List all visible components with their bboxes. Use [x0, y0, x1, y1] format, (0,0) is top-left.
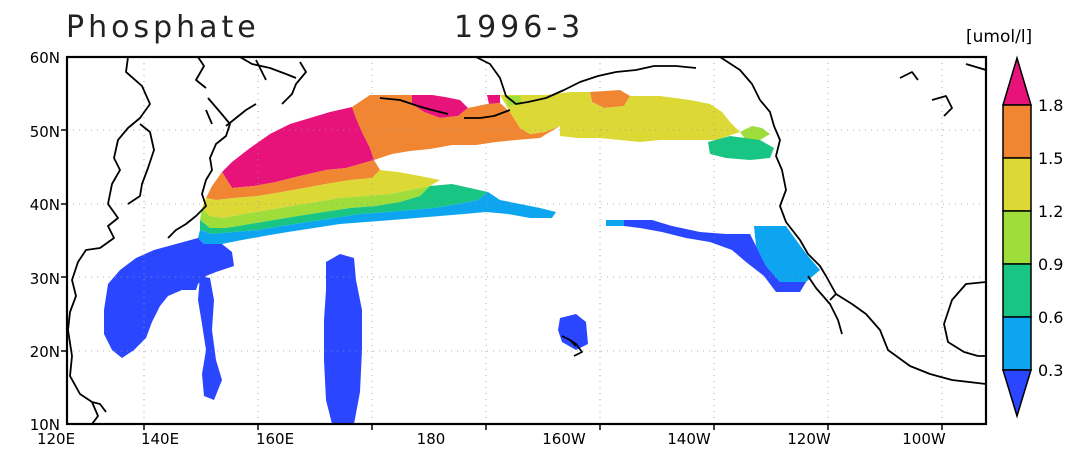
latitude-axis: 60N 50N 40N 30N 20N 10N — [30, 49, 60, 434]
colorbar-swatch — [1002, 263, 1032, 318]
phosphate-region-03-06 — [754, 226, 820, 282]
lon-tick-label: 180 — [417, 430, 446, 448]
lat-tick-label: 10N — [30, 416, 60, 434]
phosphate-region-low — [558, 314, 588, 350]
colorbar-label: 1.8 — [1038, 96, 1063, 115]
colorbar-swatch — [1001, 55, 1033, 106]
phosphate-region-high — [222, 107, 374, 188]
map-frame — [65, 55, 988, 426]
map-title-variable: Phosphate — [66, 10, 260, 45]
phosphate-region-03-06 — [198, 192, 556, 244]
colorbar-label: 1.5 — [1038, 149, 1063, 168]
lon-tick-label: 120E — [37, 430, 75, 448]
lon-tick-label: 120W — [787, 430, 831, 448]
phosphate-region-high — [412, 95, 468, 118]
colorbar-label: 0.3 — [1038, 361, 1063, 380]
coastlines — [67, 57, 986, 424]
phosphate-region-low — [324, 254, 362, 424]
colorbar: 1.8 1.5 1.2 0.9 0.6 0.3 — [1001, 55, 1063, 419]
colorbar-swatch — [1002, 316, 1032, 371]
lat-tick-label: 20N — [30, 343, 60, 361]
phosphate-region-09-12 — [200, 186, 430, 228]
phosphate-region-12-15 — [500, 92, 740, 142]
longitude-axis: 120E 140E 160E 180 160W 140W 120W 100W — [37, 430, 946, 448]
colorbar-label: 0.9 — [1038, 255, 1063, 274]
phosphate-region-06-09 — [200, 184, 488, 234]
phosphate-region-low — [104, 238, 234, 358]
colorbar-labels: 1.8 1.5 1.2 0.9 0.6 0.3 — [1038, 96, 1063, 380]
lon-tick-label: 160W — [542, 430, 586, 448]
lon-tick-label: 140W — [667, 430, 711, 448]
phosphate-region-high — [487, 95, 500, 104]
colorbar-label: 0.6 — [1038, 308, 1063, 327]
phosphate-region-15-18 — [206, 160, 380, 200]
phosphate-region-15-18 — [590, 90, 630, 108]
lat-tick-label: 40N — [30, 196, 60, 214]
colorbar-swatch — [1002, 157, 1032, 212]
colorbar-label: 1.2 — [1038, 202, 1063, 221]
axis-ticks — [61, 129, 943, 430]
lat-tick-label: 30N — [30, 270, 60, 288]
phosphate-region-12-15 — [202, 170, 440, 218]
lon-tick-label: 140E — [141, 430, 179, 448]
lon-tick-label: 160E — [256, 430, 294, 448]
map-title-period: 1996-3 — [454, 10, 585, 45]
phosphate-field — [104, 90, 820, 424]
phosphate-region-03-06 — [606, 220, 624, 226]
lat-tick-label: 60N — [30, 49, 60, 67]
phosphate-region-low — [198, 276, 222, 400]
colorbar-swatch — [1001, 369, 1033, 419]
phosphate-region-06-09 — [708, 136, 774, 160]
colorbar-swatch — [1002, 210, 1032, 265]
phosphate-region-low — [624, 220, 806, 292]
phosphate-region-09-12 — [740, 126, 770, 140]
colorbar-swatch — [1002, 104, 1032, 159]
lon-tick-label: 100W — [902, 430, 946, 448]
lat-tick-label: 50N — [30, 123, 60, 141]
colorbar-units-label: [umol/l] — [966, 27, 1033, 47]
